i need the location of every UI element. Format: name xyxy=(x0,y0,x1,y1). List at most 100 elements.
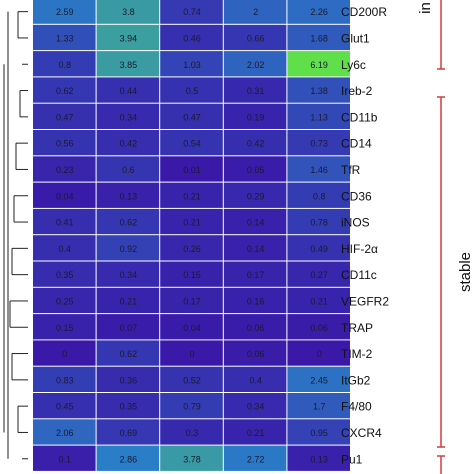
heatmap-cell xyxy=(223,103,287,129)
heatmap-cell xyxy=(223,130,287,156)
heatmap-cell xyxy=(160,261,223,287)
heatmap-cell xyxy=(160,0,223,24)
heatmap-cell xyxy=(160,77,223,103)
row-label: CD11c xyxy=(341,268,377,282)
heatmap-cell xyxy=(33,393,96,419)
cell-value-label: 0.1 xyxy=(59,454,72,464)
heatmap-cell xyxy=(287,393,350,419)
heatmap-cell xyxy=(287,0,350,24)
row-label: CD36 xyxy=(341,189,372,203)
heatmap-cell xyxy=(287,419,350,445)
heatmap-cell xyxy=(223,156,287,182)
cell-value-label: 0.83 xyxy=(56,375,74,385)
cell-value-label: 0.62 xyxy=(56,86,74,96)
heatmap-cell xyxy=(287,314,350,340)
row-label: Ly6c xyxy=(341,58,366,72)
cell-value-label: 0.29 xyxy=(247,191,265,201)
cell-value-label: 1.03 xyxy=(183,60,201,70)
heatmap-cell xyxy=(96,156,160,182)
heatmap-cell xyxy=(287,182,350,208)
row-label: Glut1 xyxy=(341,31,370,45)
cell-value-label: 0.44 xyxy=(120,86,138,96)
heatmap-cell xyxy=(287,261,350,287)
row-label: CD200R xyxy=(341,5,387,19)
row-label: Pu1 xyxy=(341,452,363,466)
heatmap-cell xyxy=(33,77,96,103)
heatmap-cell xyxy=(287,51,350,77)
heatmap-cell xyxy=(33,314,96,340)
heatmap-cell xyxy=(33,287,96,314)
cell-value-label: 0.6 xyxy=(122,165,135,175)
heatmap-cell xyxy=(33,130,96,156)
cell-value-label: 0.3 xyxy=(186,428,199,438)
heatmap-cell xyxy=(287,366,350,392)
heatmap-cell xyxy=(223,340,287,366)
cell-value-label: 1.38 xyxy=(310,86,328,96)
cell-value-label: 0.17 xyxy=(183,296,201,306)
heatmap-cell xyxy=(96,445,160,471)
heatmap-cell xyxy=(96,130,160,156)
cell-value-label: 0.74 xyxy=(183,7,201,17)
heatmap-cell xyxy=(223,419,287,445)
heatmap-cell xyxy=(223,208,287,235)
heatmap-cell xyxy=(96,208,160,235)
cell-value-label: 0.92 xyxy=(120,244,138,254)
cell-value-label: 2.26 xyxy=(310,7,328,17)
row-label: TIM-2 xyxy=(341,347,373,361)
cell-value-label: 0.34 xyxy=(120,112,138,122)
cell-value-label: 0.62 xyxy=(120,218,138,228)
cell-value-label: 0.78 xyxy=(310,218,328,228)
cell-value-label: 0.19 xyxy=(247,112,265,122)
heatmap-cell xyxy=(96,287,160,314)
heatmap-cell xyxy=(33,103,96,129)
heatmap-cell xyxy=(223,287,287,314)
cell-value-label: 0 xyxy=(189,349,194,359)
heatmap-cell xyxy=(223,0,287,24)
heatmap-cell xyxy=(33,24,96,51)
cell-value-label: 0.35 xyxy=(56,270,74,280)
row-label: TfR xyxy=(341,163,361,177)
heatmap-cell xyxy=(96,77,160,103)
cell-value-label: 0.04 xyxy=(56,191,74,201)
cell-value-label: 2.45 xyxy=(310,375,328,385)
heatmap-cell xyxy=(96,366,160,392)
cell-value-label: 0.62 xyxy=(120,349,138,359)
heatmap-cell xyxy=(160,208,223,235)
cell-value-label: 0.06 xyxy=(247,323,265,333)
cell-value-label: 2.72 xyxy=(247,454,265,464)
heatmap-cell xyxy=(96,261,160,287)
cell-value-label: 0.27 xyxy=(310,270,328,280)
row-label: TRAP xyxy=(341,321,373,335)
heatmap-cell xyxy=(160,130,223,156)
heatmap-cell xyxy=(223,261,287,287)
heatmap-cell xyxy=(33,0,96,24)
cell-value-label: 1.13 xyxy=(310,112,328,122)
heatmap-cell xyxy=(287,287,350,314)
heatmap-cell xyxy=(287,130,350,156)
heatmap-cell xyxy=(160,314,223,340)
cell-value-label: 0.79 xyxy=(183,402,201,412)
cell-value-label: 0.69 xyxy=(120,428,138,438)
heatmap-cell xyxy=(160,340,223,366)
heatmap-cell xyxy=(160,51,223,77)
cell-value-label: 0.25 xyxy=(56,296,74,306)
cell-value-label: 0.26 xyxy=(183,244,201,254)
row-label: VEGFR2 xyxy=(341,294,389,308)
cell-value-label: 0.8 xyxy=(313,191,326,201)
cell-value-label: 0.05 xyxy=(247,165,265,175)
row-label: CXCR4 xyxy=(341,426,382,440)
cell-value-label: 0.47 xyxy=(183,112,201,122)
heatmap-cell xyxy=(223,24,287,51)
heatmap-cell xyxy=(160,393,223,419)
heatmap-cell xyxy=(160,103,223,129)
heatmap-cell xyxy=(33,366,96,392)
cell-value-label: 0.06 xyxy=(247,349,265,359)
heatmap-cell xyxy=(33,419,96,445)
heatmap-cell xyxy=(160,235,223,261)
heatmap-cell xyxy=(287,103,350,129)
row-label: iNOS xyxy=(341,216,370,230)
cell-value-label: 0.49 xyxy=(310,244,328,254)
heatmap-cell xyxy=(33,182,96,208)
heatmap-cell xyxy=(223,51,287,77)
